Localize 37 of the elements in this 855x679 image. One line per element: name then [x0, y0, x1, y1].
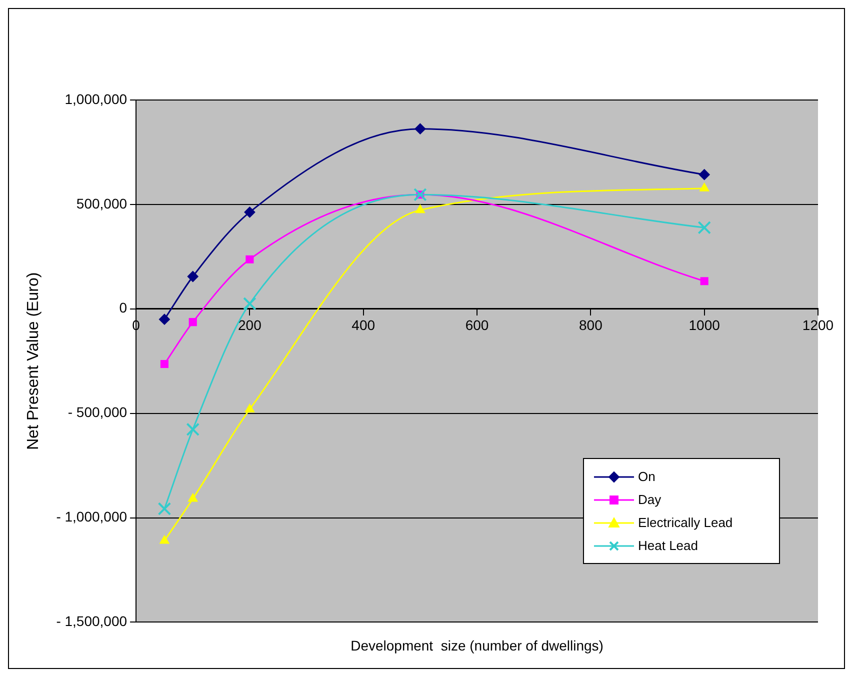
y-tick-label: - 1,500,000	[56, 613, 128, 630]
y-tick-label: - 1,000,000	[56, 508, 128, 525]
point	[160, 360, 168, 368]
x-tick-label: 200	[238, 317, 262, 334]
point	[414, 188, 427, 202]
point	[158, 502, 172, 516]
y-tick-label: 0	[119, 300, 128, 316]
point	[187, 271, 198, 282]
point	[700, 277, 708, 286]
point	[158, 314, 170, 325]
point	[188, 318, 197, 326]
legend-label: Electrically Lead	[638, 515, 733, 530]
y-axis-title: Net Present Value (Euro)	[25, 272, 42, 450]
point	[188, 493, 198, 502]
point	[700, 182, 710, 192]
point	[243, 297, 256, 310]
x-tick-label: 400	[352, 317, 376, 334]
x-tick-label: 1000	[688, 317, 720, 334]
y-tick-label: 500,000	[76, 195, 128, 212]
point	[160, 535, 170, 544]
point	[244, 404, 255, 412]
x-tick-label: 600	[465, 317, 489, 334]
legend-label: Heat Lead	[638, 538, 698, 553]
point	[246, 255, 254, 264]
point	[186, 422, 200, 436]
x-tick-label: 1200	[802, 317, 834, 334]
x-tick-label: 800	[579, 317, 603, 334]
point	[698, 220, 711, 234]
point	[415, 204, 426, 214]
point	[414, 123, 426, 134]
x-axis-title: Development size (number of dwellings)	[350, 637, 604, 654]
y-tick-label: 1,000,000	[64, 90, 128, 107]
point	[698, 169, 710, 180]
legend-label: Day	[638, 492, 662, 507]
legend-label: On	[638, 469, 656, 484]
y-tick-label: - 500,000	[68, 404, 128, 420]
point	[244, 206, 256, 218]
